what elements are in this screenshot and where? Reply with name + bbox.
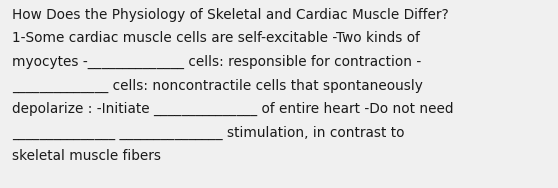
Text: _______________ _______________ stimulation, in contrast to: _______________ _______________ stimulat… (12, 126, 405, 140)
Text: 1-Some cardiac muscle cells are self-excitable -Two kinds of: 1-Some cardiac muscle cells are self-exc… (12, 32, 420, 45)
Text: myocytes -______________ cells: responsible for contraction -: myocytes -______________ cells: responsi… (12, 55, 421, 69)
Text: How Does the Physiology of Skeletal and Cardiac Muscle Differ?: How Does the Physiology of Skeletal and … (12, 8, 449, 22)
Text: skeletal muscle fibers: skeletal muscle fibers (12, 149, 161, 163)
Text: ______________ cells: noncontractile cells that spontaneously: ______________ cells: noncontractile cel… (12, 79, 423, 93)
Text: depolarize : -Initiate _______________ of entire heart -Do not need: depolarize : -Initiate _______________ o… (12, 102, 454, 116)
